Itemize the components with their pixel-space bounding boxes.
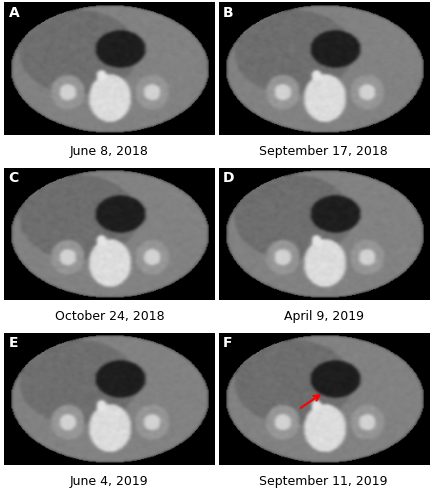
- Text: D: D: [223, 172, 234, 185]
- Text: June 8, 2018: June 8, 2018: [70, 144, 149, 158]
- Text: A: A: [9, 6, 19, 20]
- Text: C: C: [9, 172, 19, 185]
- Text: B: B: [223, 6, 233, 20]
- Text: E: E: [9, 336, 18, 350]
- Text: October 24, 2018: October 24, 2018: [55, 310, 164, 322]
- Text: June 4, 2019: June 4, 2019: [70, 474, 149, 488]
- Text: F: F: [223, 336, 233, 350]
- Text: September 17, 2018: September 17, 2018: [259, 144, 388, 158]
- Text: September 11, 2019: September 11, 2019: [259, 474, 388, 488]
- Text: April 9, 2019: April 9, 2019: [284, 310, 364, 322]
